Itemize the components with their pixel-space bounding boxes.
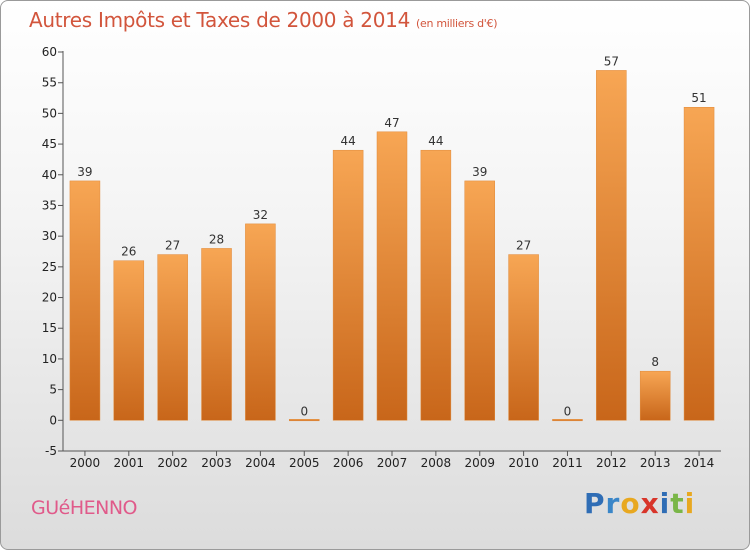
- x-tick-label: 2001: [114, 456, 145, 470]
- bar-2013[interactable]: [639, 370, 671, 421]
- bar-2012[interactable]: [596, 70, 627, 421]
- bar-2005[interactable]: [289, 419, 320, 422]
- value-label-2006: 44: [340, 134, 355, 148]
- logo-letter: t: [670, 487, 685, 520]
- x-tick-label: 2010: [508, 456, 539, 470]
- bars: 39 26 27 28 32 0 44 47 44 39 27 0 57 8 51: [69, 54, 715, 422]
- value-label-2007: 47: [384, 116, 399, 130]
- value-label-2009: 39: [472, 165, 487, 179]
- bar-2008[interactable]: [420, 149, 452, 421]
- x-tick-label: 2007: [377, 456, 408, 470]
- y-tick-label: 5: [49, 383, 57, 397]
- bar-2004[interactable]: [245, 223, 276, 421]
- x-tick-label: 2003: [201, 456, 232, 470]
- bar-2007[interactable]: [376, 131, 408, 421]
- chart-title-text: Autres Impôts et Taxes de 2000 à 2014: [29, 8, 410, 32]
- town-name: GUéHENNO: [31, 497, 138, 519]
- y-tick-label: 45: [42, 137, 57, 151]
- x-tick-label: 2004: [245, 456, 276, 470]
- y-tick-label: 20: [42, 291, 57, 305]
- bar-2014[interactable]: [683, 106, 715, 421]
- value-label-2011: 0: [564, 404, 572, 418]
- x-tick-label: 2008: [421, 456, 452, 470]
- y-tick-label: 60: [42, 45, 57, 59]
- bar-2006[interactable]: [332, 149, 364, 421]
- x-tick-label: 2002: [157, 456, 188, 470]
- logo-letter: x: [640, 487, 660, 520]
- value-label-2013: 8: [651, 355, 659, 369]
- value-label-2003: 28: [209, 232, 224, 246]
- value-label-2000: 39: [77, 165, 92, 179]
- value-label-2004: 32: [253, 208, 268, 222]
- value-label-2012: 57: [604, 54, 619, 68]
- y-tick-label: 0: [49, 413, 57, 427]
- y-tick-label: 10: [42, 352, 57, 366]
- value-label-2002: 27: [165, 239, 180, 253]
- y-tick-label: 55: [42, 76, 57, 90]
- chart-subtitle: (en milliers d'€): [416, 17, 498, 30]
- logo-letter: P: [584, 487, 606, 520]
- value-label-2008: 44: [428, 134, 443, 148]
- x-tick-label: 2000: [70, 456, 101, 470]
- y-tick-label: 40: [42, 168, 57, 182]
- value-label-2001: 26: [121, 245, 136, 259]
- bar-2010[interactable]: [508, 254, 539, 421]
- x-tick-label: 2006: [333, 456, 364, 470]
- x-tick-label: 2013: [640, 456, 671, 470]
- y-tick-label: -5: [45, 444, 57, 458]
- proxiti-logo[interactable]: Proxiti: [584, 487, 695, 520]
- x-tick-label: 2012: [596, 456, 627, 470]
- x-tick-label: 2005: [289, 456, 320, 470]
- logo-letter: r: [605, 487, 621, 520]
- x-tick-label: 2014: [684, 456, 715, 470]
- bar-2001[interactable]: [113, 260, 145, 421]
- y-tick-label: 25: [42, 260, 57, 274]
- bar-2002[interactable]: [157, 254, 188, 421]
- y-tick-label: 50: [42, 106, 57, 120]
- bar-2000[interactable]: [69, 180, 101, 421]
- bar-2003[interactable]: [201, 248, 232, 421]
- value-label-2010: 27: [516, 239, 531, 253]
- y-tick-label: 15: [42, 321, 57, 335]
- logo-letter: i: [659, 487, 671, 520]
- logo-letter: o: [620, 487, 641, 520]
- x-tick-label: 2011: [552, 456, 583, 470]
- bar-2009[interactable]: [464, 180, 495, 421]
- logo-letter: i: [684, 487, 696, 520]
- value-label-2014: 51: [691, 91, 706, 105]
- chart-title: Autres Impôts et Taxes de 2000 à 2014 (en…: [29, 8, 497, 32]
- bar-2011[interactable]: [552, 419, 583, 422]
- x-tick-label: 2009: [464, 456, 495, 470]
- y-tick-label: 30: [42, 229, 57, 243]
- value-label-2005: 0: [300, 404, 308, 418]
- y-tick-label: 35: [42, 198, 57, 212]
